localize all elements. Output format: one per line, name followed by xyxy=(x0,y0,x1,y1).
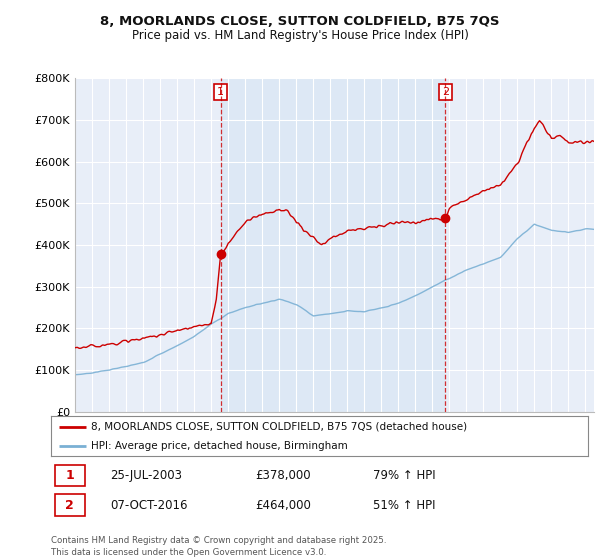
FancyBboxPatch shape xyxy=(55,465,85,486)
Text: 07-OCT-2016: 07-OCT-2016 xyxy=(110,498,188,512)
Text: 1: 1 xyxy=(217,87,224,97)
Text: HPI: Average price, detached house, Birmingham: HPI: Average price, detached house, Birm… xyxy=(91,441,348,450)
Text: 8, MOORLANDS CLOSE, SUTTON COLDFIELD, B75 7QS (detached house): 8, MOORLANDS CLOSE, SUTTON COLDFIELD, B7… xyxy=(91,422,467,432)
FancyBboxPatch shape xyxy=(55,494,85,516)
Text: Contains HM Land Registry data © Crown copyright and database right 2025.
This d: Contains HM Land Registry data © Crown c… xyxy=(51,536,386,557)
Text: 1: 1 xyxy=(65,469,74,482)
Text: 2: 2 xyxy=(65,498,74,512)
Text: 51% ↑ HPI: 51% ↑ HPI xyxy=(373,498,436,512)
Text: 79% ↑ HPI: 79% ↑ HPI xyxy=(373,469,436,482)
Text: £378,000: £378,000 xyxy=(255,469,311,482)
Text: Price paid vs. HM Land Registry's House Price Index (HPI): Price paid vs. HM Land Registry's House … xyxy=(131,29,469,42)
Text: 8, MOORLANDS CLOSE, SUTTON COLDFIELD, B75 7QS: 8, MOORLANDS CLOSE, SUTTON COLDFIELD, B7… xyxy=(100,15,500,27)
Text: 2: 2 xyxy=(442,87,449,97)
Bar xyxy=(221,78,445,412)
Text: 25-JUL-2003: 25-JUL-2003 xyxy=(110,469,182,482)
Text: £464,000: £464,000 xyxy=(255,498,311,512)
